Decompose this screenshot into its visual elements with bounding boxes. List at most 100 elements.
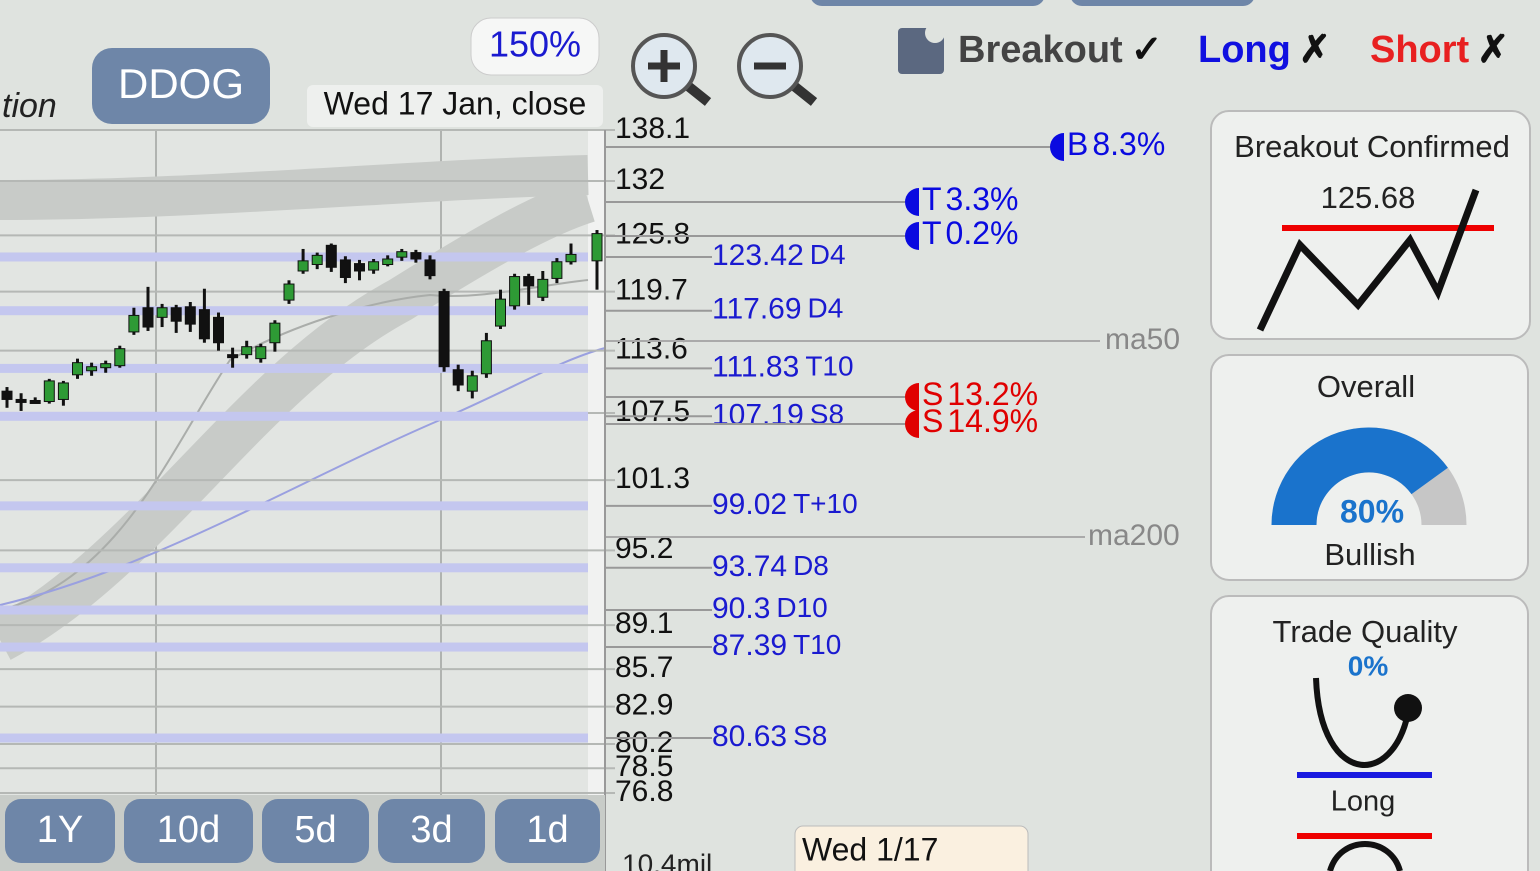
ma-label: ma50 [1105,323,1180,356]
marker-letter: T [922,215,942,251]
timeframe-label: 1d [526,809,568,851]
marker-pct: 0.2% [946,215,1019,251]
marker-icon [1050,133,1064,161]
signal-mark: ✗ [1477,29,1509,71]
zoom-out[interactable] [737,33,818,106]
candle-body [438,291,450,368]
tab[interactable] [1070,0,1255,6]
level-label: 111.83 T10 [712,350,854,383]
zoom-pill[interactable] [470,17,600,76]
level-tag: T10 [793,629,841,660]
zoom-level: 150% [489,24,581,65]
candle-body [15,398,27,403]
signal[interactable]: Breakout ✓ [958,29,1163,71]
level-value: 90.3 [712,592,770,625]
tab[interactable] [810,0,1045,6]
level-band [0,605,588,615]
candle-body [43,380,55,403]
price-tick: 85.7 [615,651,673,684]
level-band [0,306,588,316]
marker-label: B 8.3% [1067,126,1165,162]
ma-band [0,155,589,220]
candle-body [213,316,224,344]
candle-body [452,369,464,386]
candle-body [1,390,13,400]
date-label: Wed 17 Jan, close [324,85,587,121]
level-tag: S8 [810,399,844,430]
candle-body [354,263,365,272]
ma-label: ma200 [1088,519,1180,552]
level-label: 90.3 D10 [712,592,828,625]
price-tick: 119.7 [615,273,688,306]
timeframe-button[interactable] [124,799,253,863]
price-tick: 89.1 [615,607,673,640]
price-tick: 78.5 [615,750,673,783]
signal-mark: ✓ [1131,29,1163,71]
candle-body [591,233,603,262]
price-tick: 138.1 [615,112,690,145]
candle-body [537,278,549,298]
candle-body [325,244,337,268]
tooltip [794,825,1029,871]
overall-score: 80% [1340,493,1404,529]
level-tag: T10 [805,351,853,382]
price-tick: 125.8 [615,217,690,250]
marker-icon [905,383,919,411]
level-value: 117.69 [712,293,802,326]
candle-body [311,254,323,266]
marker-pct: 13.2% [947,376,1038,412]
level-band [0,411,588,421]
cup-pattern [1313,677,1413,768]
candle-body [382,258,394,266]
candle-body [509,276,521,307]
candle-body [72,362,83,376]
ma-line [0,279,589,611]
candle-body [551,261,563,279]
candle-body [170,307,182,322]
candle-body [283,283,295,301]
candle-body [523,276,535,287]
timeframe-label: 5d [294,809,336,851]
level-tag: S8 [793,720,827,751]
signal-name: Short [1370,29,1470,71]
symbol-button[interactable] [92,48,270,124]
level-value: 93.74 [712,550,787,583]
timeframe-label: 1Y [37,809,83,851]
level-label: 123.42 D4 [712,239,846,272]
zoom-in[interactable] [631,33,712,106]
marker-icon [905,410,919,438]
panel[interactable] [1210,595,1529,871]
level-band [0,733,588,743]
candle-body [100,363,112,369]
signals: Breakout ✓ Long ✗ Short ✗ [958,29,1509,71]
gauge-value [1271,427,1448,526]
level-value: 107.19 [712,398,804,431]
signal[interactable]: Short ✗ [1370,29,1509,71]
timeframe-button[interactable] [378,799,485,863]
level-tag: D4 [810,239,846,270]
level-label: 99.02 T+10 [712,488,858,521]
cap-pattern [1327,841,1403,871]
candle-body [495,298,506,327]
candle-body [184,306,196,325]
level-label: 117.69 D4 [712,293,843,326]
symbol: DDOG [118,60,244,107]
candle-body [297,260,309,272]
level-band [0,563,588,573]
panel-title: Trade Quality [1273,614,1458,649]
signal[interactable]: Long ✗ [1198,29,1331,71]
marker-icon [905,222,919,250]
level-value: 111.83 [712,350,799,383]
timeframes: 1Y 10d 5d 3d 1d [5,799,600,863]
date-box [307,85,603,127]
signal-name: Long [1198,29,1291,71]
timeframe-button[interactable] [5,799,115,863]
timeframe-button[interactable] [495,799,600,863]
marker-label: T 0.2% [922,215,1018,251]
level-value: 87.39 [712,629,787,662]
candle-body [142,307,154,328]
marker-icon [905,188,919,216]
signal-name: Breakout [958,29,1123,71]
timeframe-button[interactable] [262,799,369,863]
timeframe-label: 10d [157,809,220,851]
